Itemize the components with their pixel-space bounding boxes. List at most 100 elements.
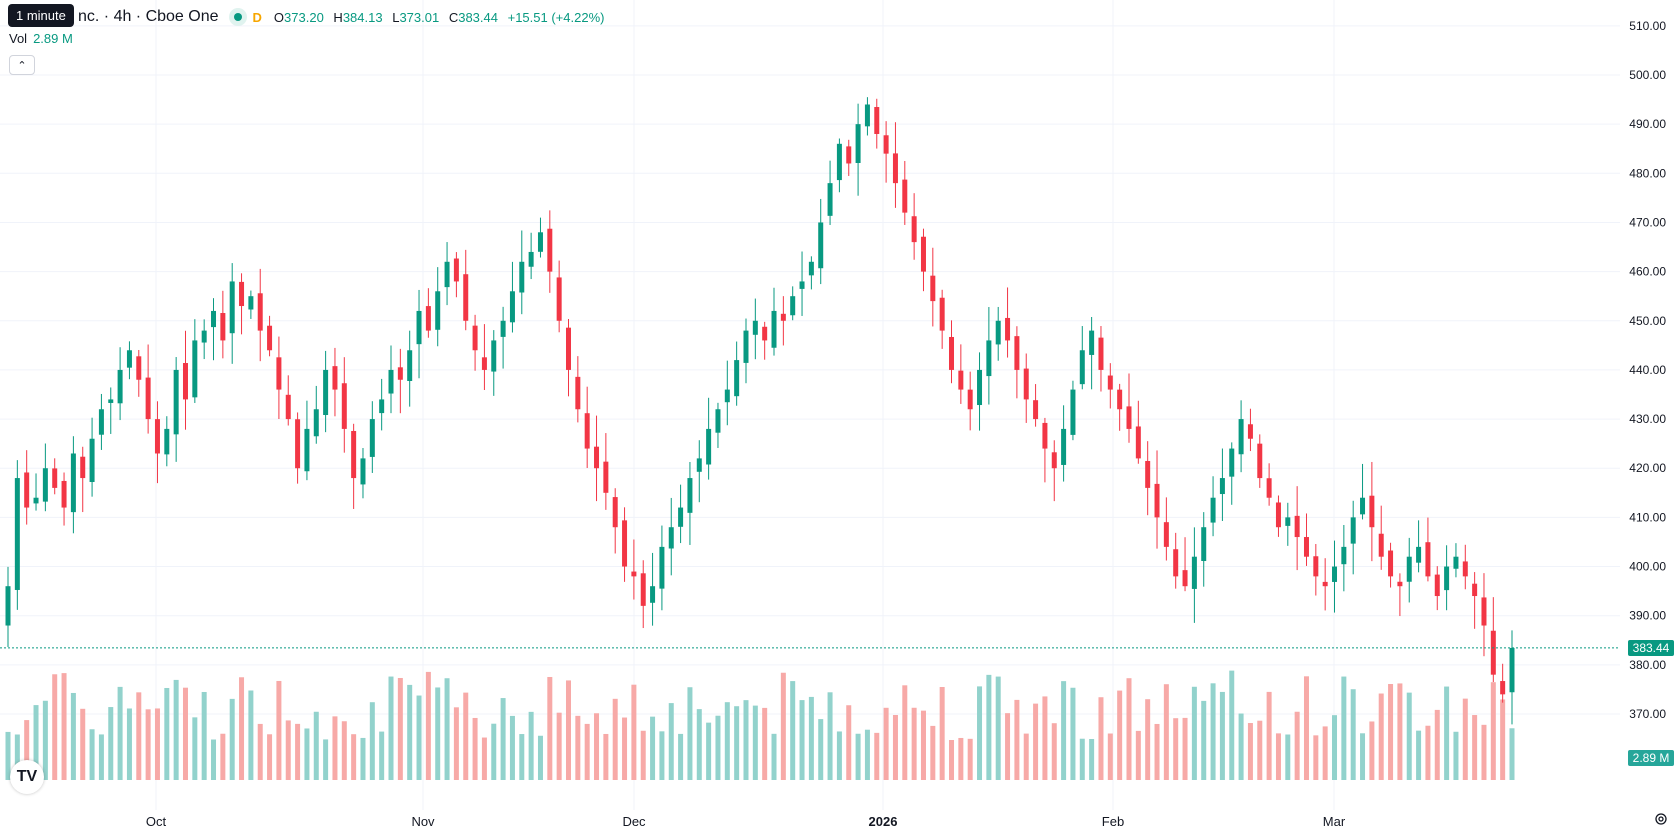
candle-body [780,313,786,321]
volume-bar [182,687,188,780]
volume-bar [902,685,908,780]
candle-body [453,258,459,282]
volume-bar [603,733,609,780]
candle-body [61,480,67,508]
volume-bar [706,722,712,780]
candle-body [1229,448,1235,477]
candle-body [668,527,674,549]
volume-bar [248,690,254,780]
candle-body [369,419,375,457]
volume-bar [425,671,431,780]
market-status-icon[interactable] [228,8,247,26]
candle-body [173,369,179,435]
candle-body [33,497,39,504]
volume-bar [724,702,730,780]
candle-body [612,497,618,528]
tradingview-logo[interactable]: TV [10,760,44,794]
symbol-title[interactable]: nc. · 4h · Cboe One [78,8,219,25]
volume-bar [883,707,889,780]
candle-body [1378,533,1384,557]
candle-body [481,357,487,370]
volume-bar [285,720,291,780]
time-axis[interactable]: Oct Nov Dec 2026 Feb Mar [146,814,1346,829]
candle-body [790,296,796,316]
gear-icon[interactable] [1654,812,1668,826]
volume-bar [136,692,142,780]
volume-bar [678,733,684,780]
volume-bar [33,705,39,780]
volume-legend-value: 2.89 M [33,31,73,46]
candle-body [902,179,908,213]
candle-body [472,325,478,351]
volume-bar [846,705,852,780]
volume-bar [594,713,600,780]
candle-body [687,478,693,513]
volume-bar [509,715,515,780]
volume-bar [332,716,338,780]
volume-bar [650,716,656,780]
volume-bar [229,698,235,780]
y-tick-label: 380.00 [1629,658,1666,672]
candle-body [1434,574,1440,597]
volume-bar [808,696,814,780]
candle-body [565,327,571,370]
candle-body [547,228,553,272]
volume-bar [1313,735,1319,780]
change-value: +15.51 (+4.22%) [507,9,605,25]
volume-bar [5,731,11,780]
volume-bar [547,676,553,780]
volume-bar [481,737,487,780]
volume-bar [126,708,132,780]
volume-bar [1247,723,1253,780]
x-tick-label: Feb [1102,814,1124,829]
x-tick-label: Nov [411,814,435,829]
volume-bar [584,723,590,780]
volume-bar [1369,721,1375,780]
volume-bar [911,707,917,780]
volume-bar [986,674,992,780]
volume-bar [1117,690,1123,780]
candle-body [1332,566,1338,582]
volume-bar [1219,691,1225,780]
ohlc-values: O373.20 H384.13 L373.01 C383.44 +15.51 (… [273,9,605,25]
candle-body [1369,495,1375,528]
candle-body [818,222,824,269]
candle-body [1472,583,1478,597]
x-tick-label: Mar [1323,814,1346,829]
volume-bar [762,707,768,780]
volume-bar [790,681,796,780]
candle-body [1247,424,1253,439]
volume-bar [1005,713,1011,780]
candle-body [1191,556,1197,589]
volume-bar [453,707,459,780]
volume-bar [407,684,413,780]
collapse-legend-button[interactable]: ⌃ [9,55,35,75]
candle-body [1107,375,1113,390]
candle-body [799,281,805,289]
candle-body [706,428,712,465]
volume-bar [687,687,693,780]
candle-body [1135,426,1141,459]
candlesticks [5,97,1515,725]
y-tick-label: 450.00 [1629,314,1666,328]
volume-bar [14,734,20,780]
volume-bar [930,725,936,780]
candle-body [509,291,515,323]
volume-bar [472,717,478,780]
volume-legend-label: Vol [9,31,28,46]
candle-body [724,389,730,403]
volume-bar [1238,713,1244,780]
candle-body [1257,443,1263,479]
volume-bar [1079,738,1085,780]
candle-body [276,357,282,390]
price-axis[interactable]: 510.00 500.00 490.00 480.00 470.00 460.00 450.… [1629,19,1666,721]
volume-bar [70,692,76,780]
delay-badge[interactable]: D [252,9,262,25]
volume-bar [622,717,628,780]
candle-body [883,135,889,154]
volume-bar [1014,699,1020,780]
volume-bar [239,677,245,780]
y-tick-label: 480.00 [1629,166,1666,180]
candle-body [257,293,263,331]
